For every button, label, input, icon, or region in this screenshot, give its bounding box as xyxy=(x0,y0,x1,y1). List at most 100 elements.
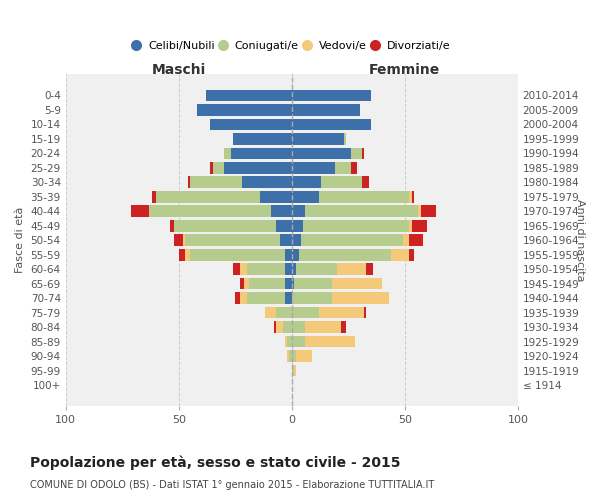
Bar xyxy=(131,206,292,217)
Text: Femmine: Femmine xyxy=(369,62,440,76)
Bar xyxy=(292,206,418,217)
Bar xyxy=(185,249,292,260)
Bar xyxy=(224,162,292,173)
Bar xyxy=(292,234,423,246)
Bar xyxy=(292,234,409,246)
Bar xyxy=(149,206,292,217)
Bar xyxy=(292,264,367,275)
Bar xyxy=(292,133,346,144)
Bar xyxy=(292,206,436,217)
Y-axis label: Fasce di età: Fasce di età xyxy=(15,207,25,274)
Bar xyxy=(185,234,292,246)
Bar xyxy=(174,220,292,232)
Bar xyxy=(197,104,292,116)
Bar xyxy=(292,234,403,246)
Bar xyxy=(231,148,292,159)
Bar xyxy=(285,336,292,347)
Bar xyxy=(292,118,371,130)
Bar xyxy=(292,162,358,173)
Bar xyxy=(285,336,292,347)
Bar xyxy=(249,278,292,289)
Bar xyxy=(292,191,319,202)
Bar xyxy=(292,278,382,289)
Bar xyxy=(276,322,292,333)
Bar xyxy=(197,104,292,116)
Bar xyxy=(190,176,292,188)
Bar xyxy=(292,322,341,333)
Bar xyxy=(247,292,292,304)
Bar xyxy=(292,292,389,304)
Bar xyxy=(292,191,409,202)
Bar xyxy=(292,220,303,232)
Bar xyxy=(156,191,292,202)
Bar xyxy=(149,206,292,217)
Bar xyxy=(247,264,292,275)
Bar xyxy=(285,249,292,260)
Bar xyxy=(292,307,319,318)
Bar xyxy=(292,90,371,101)
Bar xyxy=(183,234,292,246)
Bar xyxy=(292,133,346,144)
Bar xyxy=(292,133,344,144)
Bar xyxy=(292,336,355,347)
Bar xyxy=(190,176,292,188)
Bar xyxy=(156,191,292,202)
Bar xyxy=(292,148,350,159)
Text: COMUNE DI ODOLO (BS) - Dati ISTAT 1° gennaio 2015 - Elaborazione TUTTITALIA.IT: COMUNE DI ODOLO (BS) - Dati ISTAT 1° gen… xyxy=(30,480,434,490)
Bar xyxy=(240,264,292,275)
Bar xyxy=(292,249,299,260)
Bar xyxy=(211,118,292,130)
Bar xyxy=(285,292,292,304)
Bar xyxy=(292,278,294,289)
Bar xyxy=(292,365,296,376)
Bar xyxy=(292,350,312,362)
Bar xyxy=(244,278,292,289)
Bar xyxy=(292,278,332,289)
Bar xyxy=(212,162,292,173)
Bar xyxy=(292,148,364,159)
Bar xyxy=(292,118,371,130)
Bar xyxy=(292,206,421,217)
Bar xyxy=(285,264,292,275)
Bar xyxy=(289,350,292,362)
Bar xyxy=(292,336,305,347)
Bar xyxy=(292,307,364,318)
Bar xyxy=(292,322,305,333)
Bar xyxy=(233,264,292,275)
Bar xyxy=(292,118,371,130)
Bar xyxy=(197,104,292,116)
Bar xyxy=(292,220,409,232)
Bar xyxy=(170,220,292,232)
Bar xyxy=(211,118,292,130)
Bar xyxy=(292,104,359,116)
Bar xyxy=(212,162,292,173)
Bar xyxy=(292,206,305,217)
Bar xyxy=(292,148,362,159)
Bar xyxy=(174,220,292,232)
Bar xyxy=(292,118,371,130)
Bar xyxy=(292,264,373,275)
Bar xyxy=(292,162,350,173)
Bar xyxy=(292,176,362,188)
Bar xyxy=(292,176,362,188)
Bar xyxy=(292,264,337,275)
Y-axis label: Anni di nascita: Anni di nascita xyxy=(575,199,585,281)
Bar xyxy=(206,90,292,101)
Bar xyxy=(240,278,292,289)
Bar xyxy=(206,90,292,101)
Bar xyxy=(224,148,292,159)
Bar xyxy=(174,234,292,246)
Bar xyxy=(265,307,292,318)
Bar xyxy=(292,249,391,260)
Bar xyxy=(292,176,368,188)
Bar xyxy=(292,322,346,333)
Bar xyxy=(190,249,292,260)
Bar xyxy=(292,220,427,232)
Bar xyxy=(233,133,292,144)
Bar xyxy=(265,307,292,318)
Bar xyxy=(292,162,350,173)
Bar xyxy=(224,148,292,159)
Bar xyxy=(283,322,292,333)
Bar xyxy=(233,133,292,144)
Bar xyxy=(211,118,292,130)
